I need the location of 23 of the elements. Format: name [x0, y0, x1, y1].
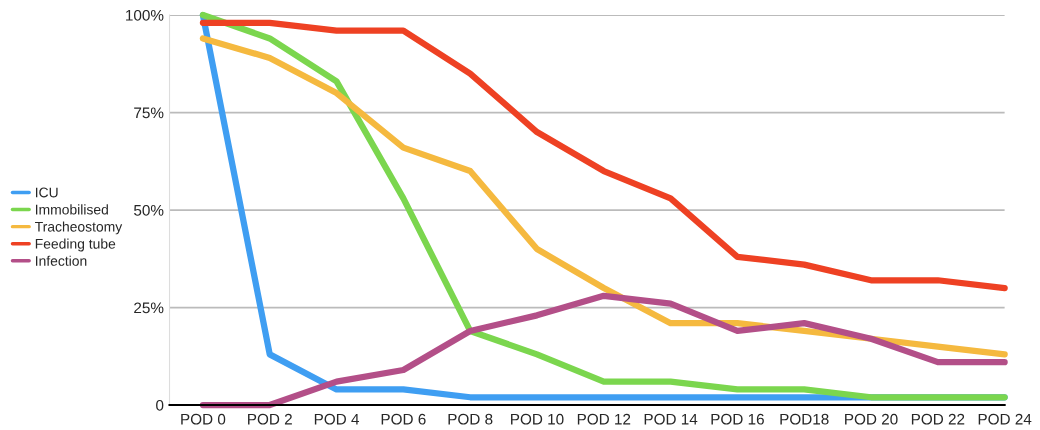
legend-label: Infection [36, 255, 87, 266]
x-tick-label: POD 14 [644, 413, 698, 425]
y-tick-label: 50% [134, 204, 164, 216]
legend-label: ICU [36, 187, 58, 198]
legend-label: Immobilised [36, 204, 108, 215]
x-tick-label: POD 12 [577, 413, 631, 425]
x-tick-label: POD 20 [845, 413, 898, 425]
x-tick-label: POD 10 [511, 413, 564, 425]
x-tick-label: POD 22 [911, 413, 965, 425]
x-tick-label: POD 6 [381, 413, 426, 425]
x-tick-label: POD 24 [978, 413, 1032, 425]
x-tick-label: POD 0 [181, 413, 226, 425]
y-tick-label: 75% [134, 107, 164, 119]
y-tick-label: 100% [126, 9, 164, 21]
y-tick-label: 25% [134, 302, 164, 314]
legend-label: Tracheostomy [35, 221, 123, 235]
x-tick-label: POD18 [780, 413, 829, 425]
x-tick-label: POD 2 [248, 413, 292, 425]
y-tick-label: 0 [156, 399, 164, 411]
x-tick-label: POD 4 [314, 413, 360, 425]
x-tick-label: POD 8 [448, 413, 493, 425]
legend-label: Feeding tube [35, 238, 116, 252]
x-tick-label: POD 16 [711, 413, 764, 425]
